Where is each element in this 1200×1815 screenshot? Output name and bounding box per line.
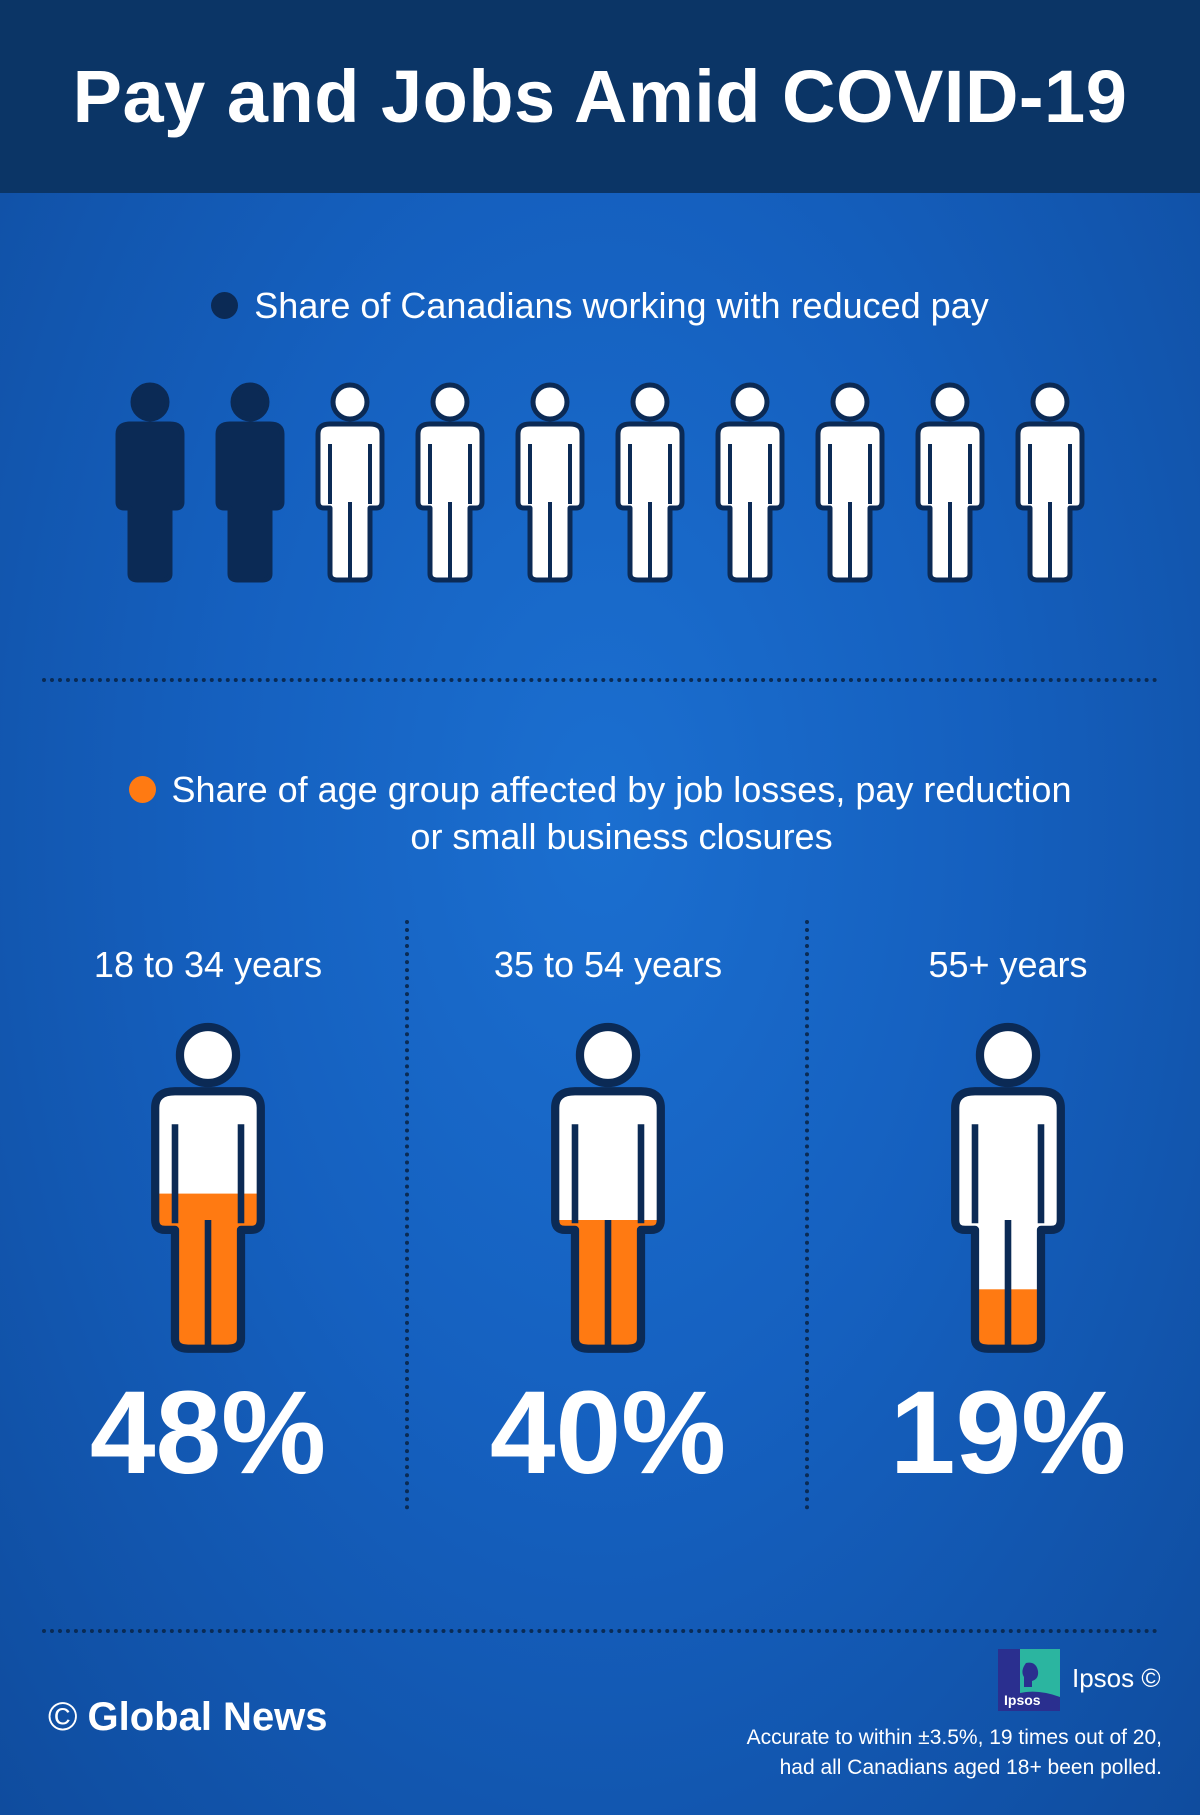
age-group-figure [151,1022,265,1353]
person-icon-empty [415,382,485,583]
divider-col-1 [405,920,409,1510]
person-icon-empty [615,382,685,583]
age-group-label-55-plus: 55+ years [928,944,1088,985]
methodology-note: Accurate to within ±3.5%, 19 times out o… [562,1723,1162,1783]
ipsos-logo-icon: Ipsos [998,1649,1060,1711]
methodology-note-line1: Accurate to within ±3.5%, 19 times out o… [746,1726,1162,1749]
person-icon-empty [515,382,585,583]
divider-top [42,678,1158,682]
divider-bottom [42,1629,1158,1633]
age-group-label-18-34: 18 to 34 years [93,944,323,985]
header-bar: Pay and Jobs Amid COVID-19 [0,0,1200,193]
brand-name: Global News [87,1695,328,1739]
age-group-figures [151,1022,1065,1353]
legend-dot-orange [128,776,156,803]
value-label-35-54: 40% [489,1367,727,1499]
svg-text:Ipsos: Ipsos [1004,1692,1041,1708]
person-icon-empty [315,382,385,583]
global-news-logo: © Global News [48,1695,328,1740]
copyright-icon: © [48,1695,78,1739]
legend-reduced-pay-label: Share of Canadians working with reduced … [254,285,989,326]
legend-age-groups-line1: Share of age group affected by job losse… [171,769,1072,810]
age-group-figure [951,1022,1065,1353]
person-icon-empty [815,382,885,583]
legend-age-groups-line2: or small business closures [410,816,833,857]
person-icon-filled [215,382,285,583]
page-title: Pay and Jobs Amid COVID-19 [72,55,1128,138]
value-label-18-34: 48% [89,1367,327,1499]
legend-dot-navy [211,292,239,319]
legend-reduced-pay: Share of Canadians working with reduced … [0,282,1200,329]
age-group-figure [551,1022,665,1353]
ipsos-label: Ipsos © [1072,1663,1161,1693]
person-icon-empty [915,382,985,583]
methodology-note-line2: had all Canadians aged 18+ been polled. [779,1756,1162,1779]
divider-col-2 [805,920,809,1510]
legend-age-groups: Share of age group affected by job losse… [0,766,1200,860]
value-label-55-plus: 19% [889,1367,1127,1499]
person-icon-filled [115,382,185,583]
reduced-pay-pictogram [115,382,1085,583]
person-icon-empty [715,382,785,583]
age-group-label-35-54: 35 to 54 years [493,944,723,985]
person-icon-empty [1015,382,1085,583]
